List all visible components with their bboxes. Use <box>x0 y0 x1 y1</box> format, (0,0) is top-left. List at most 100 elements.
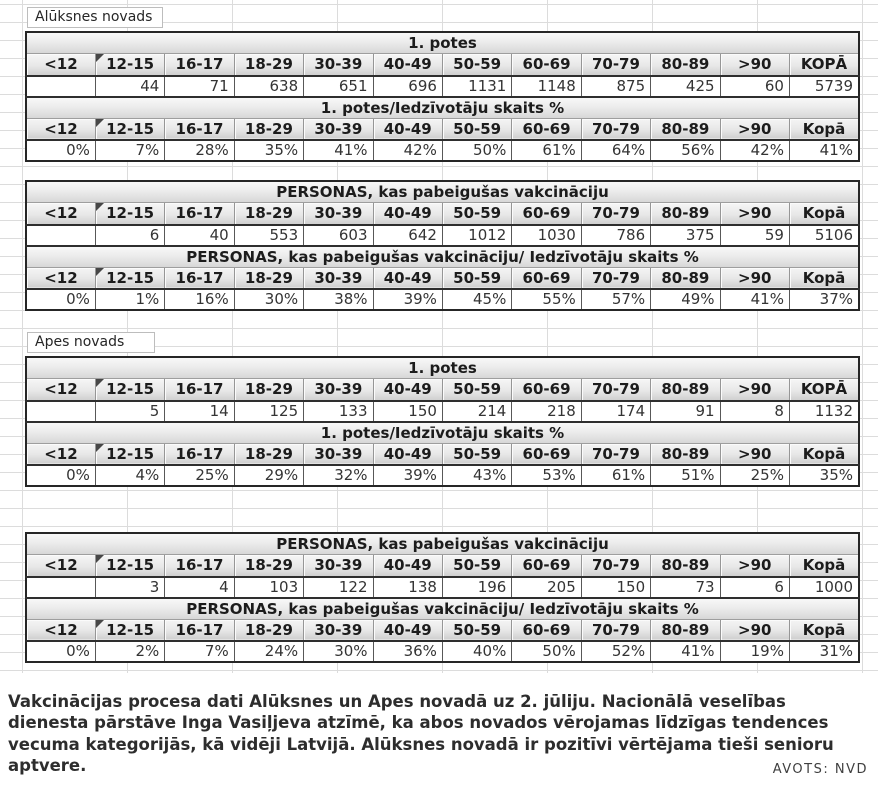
value-cell: 52% <box>580 641 651 662</box>
vaccination-table: PERSONAS, kas pabeigušas vakcināciju <12 1… <box>25 532 860 663</box>
column-header: >90 <box>719 118 790 141</box>
value-cell: 19% <box>719 641 790 662</box>
column-header-label: 12-15 <box>106 556 155 575</box>
column-header-label: 12-15 <box>106 119 155 138</box>
column-header-label: 40-49 <box>383 620 432 639</box>
value-cell: 1132 <box>788 400 859 422</box>
column-header-label: <12 <box>44 55 78 74</box>
column-header: 12-15 <box>94 202 165 226</box>
column-header-label: 12-15 <box>106 620 155 639</box>
value-cell: 53% <box>511 465 582 486</box>
value-cell: 103 <box>233 576 304 598</box>
column-header-label: 30-39 <box>314 55 363 74</box>
column-header: 16-17 <box>164 443 235 466</box>
column-header: 80-89 <box>650 267 721 290</box>
column-header-label: 40-49 <box>383 55 432 74</box>
value-cell: 375 <box>650 224 721 246</box>
column-header: 80-89 <box>650 378 721 402</box>
column-header: 12-15 <box>94 118 165 141</box>
vaccination-table: 1. potes <12 12-15 16-17 18-29 30-39 40-49 50-5… <box>25 31 860 162</box>
column-header: 60-69 <box>511 53 582 77</box>
column-header: 18-29 <box>233 443 304 466</box>
column-header-label: 18-29 <box>244 444 293 463</box>
value-cell: 50% <box>441 140 512 161</box>
value-cell: 43% <box>441 465 512 486</box>
column-header: 30-39 <box>303 267 374 290</box>
value-cell: 61% <box>511 140 582 161</box>
column-header: 40-49 <box>372 378 443 402</box>
column-header: 40-49 <box>372 53 443 77</box>
column-header: 12-15 <box>94 554 165 578</box>
column-header-label: 70-79 <box>591 380 640 399</box>
value-cell: 55% <box>511 289 582 310</box>
column-header: <12 <box>26 202 96 226</box>
value-cell: 138 <box>372 576 443 598</box>
column-header: KOPĀ <box>788 53 859 77</box>
column-header: 80-89 <box>650 554 721 578</box>
column-header: KOPĀ <box>788 378 859 402</box>
region-section: Alūksnes novads 1. potes <12 12-15 16-17 18-… <box>25 6 860 311</box>
column-header-label: 40-49 <box>383 444 432 463</box>
value-cell: 73 <box>650 576 721 598</box>
table-title: PERSONAS, kas pabeigušas vakcināciju <box>26 181 859 203</box>
caption-area: Vakcinācijas procesa dati Alūksnes un Ap… <box>0 685 878 803</box>
column-header-label: >90 <box>738 204 772 223</box>
value-cell: 6 <box>94 224 165 246</box>
column-header-label: <12 <box>44 119 78 138</box>
region-tables: 1. potes <12 12-15 16-17 18-29 30-39 40-49 50-5… <box>25 356 860 663</box>
value-cell: 41% <box>303 140 374 161</box>
column-header: 40-49 <box>372 202 443 226</box>
column-header: Kopā <box>788 267 859 290</box>
column-header: >90 <box>719 53 790 77</box>
value-cell: 218 <box>511 400 582 422</box>
column-header: 80-89 <box>650 619 721 642</box>
value-cell: 30% <box>233 289 304 310</box>
column-header: 70-79 <box>580 53 651 77</box>
column-header-label: 12-15 <box>106 204 155 223</box>
column-header-label: 60-69 <box>522 55 571 74</box>
column-header: 70-79 <box>580 118 651 141</box>
column-header: 80-89 <box>650 53 721 77</box>
column-header: <12 <box>26 443 96 466</box>
table-title: PERSONAS, kas pabeigušas vakcināciju/ Ie… <box>26 244 859 268</box>
column-header: 18-29 <box>233 619 304 642</box>
column-header: 60-69 <box>511 202 582 226</box>
value-cell: 57% <box>580 289 651 310</box>
column-header-label: 80-89 <box>661 380 710 399</box>
column-header-label: 80-89 <box>661 268 710 287</box>
column-header: 50-59 <box>441 53 512 77</box>
region-section: Apes novads 1. potes <12 12-15 16-17 18-29 30… <box>25 331 860 663</box>
value-cell: 638 <box>233 75 304 97</box>
value-cell: 45% <box>441 289 512 310</box>
value-cell: 56% <box>650 140 721 161</box>
value-cell: 38% <box>303 289 374 310</box>
column-header: 70-79 <box>580 554 651 578</box>
column-header-label: 40-49 <box>383 119 432 138</box>
column-header-label: 50-59 <box>453 119 502 138</box>
column-header-label: 16-17 <box>175 620 224 639</box>
value-cell: 122 <box>303 576 374 598</box>
column-header-label: 18-29 <box>244 55 293 74</box>
column-header: <12 <box>26 267 96 290</box>
column-header-label: 60-69 <box>522 380 571 399</box>
column-header: 60-69 <box>511 118 582 141</box>
value-cell: 425 <box>650 75 721 97</box>
region-label-text: Apes novads <box>35 334 125 350</box>
column-header-label: 80-89 <box>661 55 710 74</box>
column-header: 12-15 <box>94 53 165 77</box>
value-cell <box>26 400 96 422</box>
column-header: 50-59 <box>441 443 512 466</box>
value-cell: 35% <box>233 140 304 161</box>
column-header: 16-17 <box>164 619 235 642</box>
column-header-label: 18-29 <box>244 268 293 287</box>
column-header-label: 50-59 <box>453 204 502 223</box>
value-cell: 0% <box>26 465 96 486</box>
column-header-label: 18-29 <box>244 119 293 138</box>
column-header-label: 70-79 <box>591 119 640 138</box>
value-cell: 603 <box>303 224 374 246</box>
column-header-label: Kopā <box>802 119 846 138</box>
value-cell: 29% <box>233 465 304 486</box>
column-header-label: Kopā <box>802 444 846 463</box>
column-header: <12 <box>26 378 96 402</box>
column-header: 16-17 <box>164 202 235 226</box>
